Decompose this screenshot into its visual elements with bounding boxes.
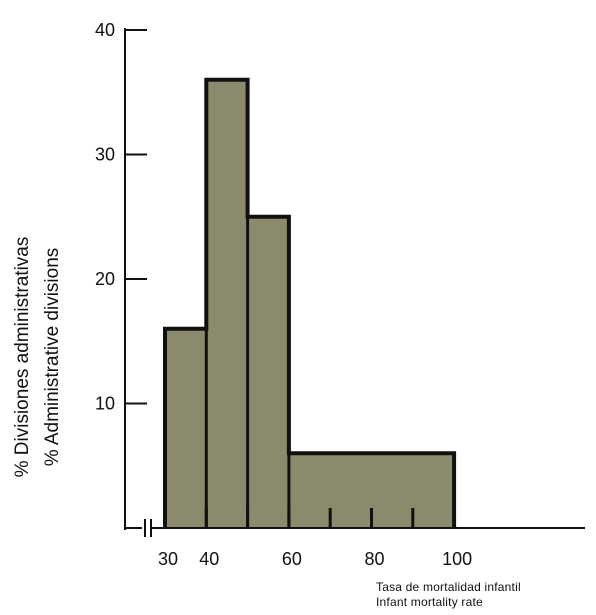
x-axis-label-line-english: Infant mortality rate [376,595,483,609]
histogram-bar-3 [247,216,289,528]
bars-layer [163,77,457,529]
y-tick-label-20: 20 [95,269,115,289]
x-tick-label-30: 30 [158,549,178,569]
x-axis-label: Tasa de mortalidad infantil Infant morta… [376,580,521,610]
y-tick-label-10: 10 [95,394,115,414]
x-axis-label-line-spanish: Tasa de mortalidad infantil [376,580,521,594]
x-tick-label-80: 80 [364,549,384,569]
y-tick-label-30: 30 [95,145,115,165]
labels-layer: 10 20 30 40 30 40 60 80 100 % Divisiones administ… [12,20,472,569]
histogram-outline [163,77,457,528]
histogram-bar-2 [206,79,248,529]
y-tick-label-40: 40 [95,20,115,40]
y-axis-label-line-english: % Administrative divisions [42,248,63,467]
x-tick-label-60: 60 [282,549,302,569]
x-tick-label-40: 40 [199,549,219,569]
histogram-bar-1 [165,328,207,528]
axes-layer [124,28,585,537]
y-axis-label-line-spanish: % Divisiones administrativas [12,237,33,478]
x-tick-label-100: 100 [442,549,472,569]
